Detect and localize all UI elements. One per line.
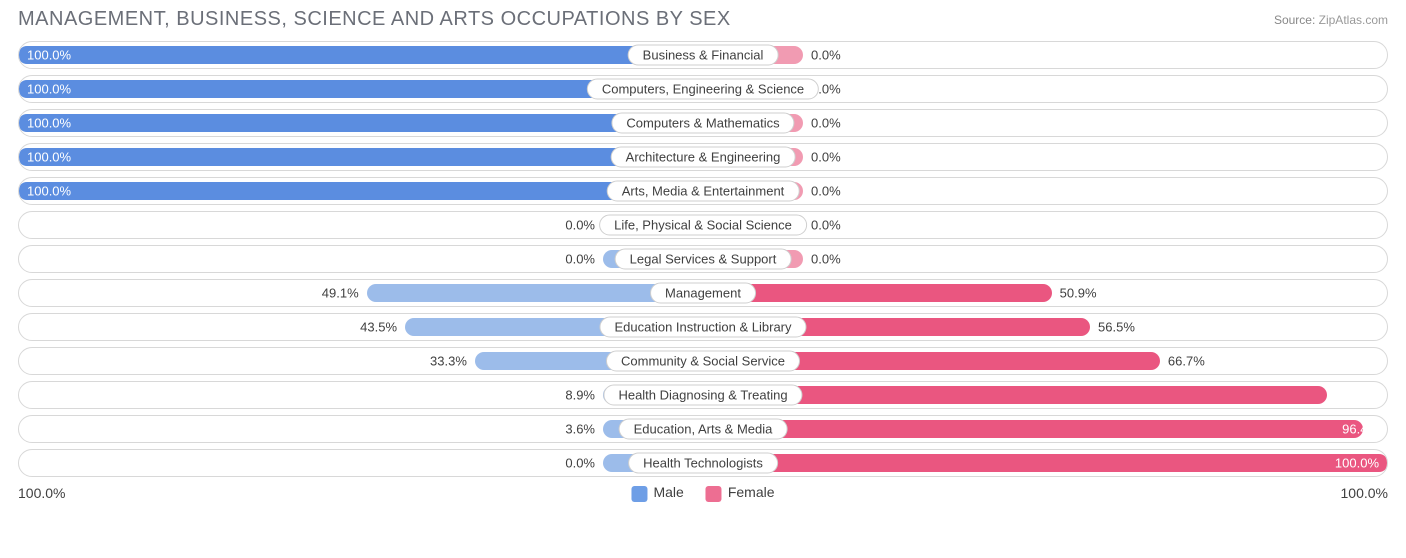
male-half: 33.3% bbox=[19, 348, 703, 374]
male-half: 0.0% bbox=[19, 246, 703, 272]
bar-row: 0.0% 0.0% Life, Physical & Social Science bbox=[18, 211, 1388, 239]
category-label: Health Technologists bbox=[628, 453, 778, 474]
chart-rows: 100.0%0.0%Business & Financial100.0%0.0%… bbox=[18, 41, 1388, 477]
male-swatch-icon bbox=[631, 486, 647, 502]
female-pct-label: 50.9% bbox=[1060, 286, 1097, 301]
male-pct-label: 100.0% bbox=[27, 150, 71, 165]
bar-row: 100.0%0.0%Computers, Engineering & Scien… bbox=[18, 75, 1388, 103]
category-label: Management bbox=[650, 283, 756, 304]
male-pct-label: 0.0% bbox=[565, 218, 595, 233]
male-half: 100.0% bbox=[19, 110, 703, 136]
male-pct-label: 100.0% bbox=[27, 184, 71, 199]
category-label: Computers & Mathematics bbox=[611, 113, 794, 134]
female-pct-label: 100.0% bbox=[1335, 456, 1379, 471]
category-label: Education Instruction & Library bbox=[599, 317, 806, 338]
bar-row: 100.0% 0.0% Architecture & Engineering bbox=[18, 143, 1388, 171]
chart-footer: 100.0% Male Female 100.0% bbox=[18, 485, 1388, 501]
female-half: 0.0% bbox=[703, 42, 1387, 68]
chart-source: Source: ZipAtlas.com bbox=[1274, 13, 1388, 27]
female-half: 0.0% bbox=[703, 144, 1387, 170]
category-label: Education, Arts & Media bbox=[619, 419, 788, 440]
male-bar bbox=[18, 114, 703, 132]
axis-left-end: 100.0% bbox=[18, 485, 65, 501]
male-half: 100.0% bbox=[19, 178, 703, 204]
female-half: 66.7% bbox=[703, 348, 1387, 374]
female-pct-label: 0.0% bbox=[811, 150, 841, 165]
bar-row: 49.1% 50.9% Management bbox=[18, 279, 1388, 307]
bar-row: 0.0% 100.0% Health Technologists bbox=[18, 449, 1388, 477]
male-pct-label: 0.0% bbox=[565, 456, 595, 471]
chart-header: MANAGEMENT, BUSINESS, SCIENCE AND ARTS O… bbox=[18, 8, 1388, 31]
chart-legend: Male Female bbox=[631, 484, 774, 501]
category-label: Health Diagnosing & Treating bbox=[603, 385, 802, 406]
male-pct-label: 100.0% bbox=[27, 82, 71, 97]
female-bar bbox=[703, 454, 1388, 472]
female-pct-label: 0.0% bbox=[811, 184, 841, 199]
male-pct-label: 8.9% bbox=[565, 388, 595, 403]
legend-female-label: Female bbox=[728, 484, 775, 500]
female-half: 50.9% bbox=[703, 280, 1387, 306]
male-pct-label: 3.6% bbox=[565, 422, 595, 437]
male-half: 8.9% bbox=[19, 382, 703, 408]
male-half: 100.0% bbox=[19, 144, 703, 170]
source-value: ZipAtlas.com bbox=[1319, 13, 1388, 27]
source-label: Source: bbox=[1274, 13, 1315, 27]
bar-row: 100.0% 0.0% Arts, Media & Entertainment bbox=[18, 177, 1388, 205]
category-label: Arts, Media & Entertainment bbox=[607, 181, 800, 202]
female-pct-label: 66.7% bbox=[1168, 354, 1205, 369]
category-label: Architecture & Engineering bbox=[611, 147, 796, 168]
female-swatch-icon bbox=[706, 486, 722, 502]
female-half: 91.1% bbox=[703, 382, 1387, 408]
male-pct-label: 0.0% bbox=[565, 252, 595, 267]
male-pct-label: 100.0% bbox=[27, 116, 71, 131]
male-bar bbox=[18, 148, 703, 166]
bar-row: 100.0% 0.0% Computers & Mathematics bbox=[18, 109, 1388, 137]
occupations-by-sex-chart: MANAGEMENT, BUSINESS, SCIENCE AND ARTS O… bbox=[0, 0, 1406, 558]
bar-row: 43.5% 56.5% Education Instruction & Librar… bbox=[18, 313, 1388, 341]
category-label: Life, Physical & Social Science bbox=[599, 215, 807, 236]
male-bar bbox=[18, 182, 703, 200]
female-pct-label: 56.5% bbox=[1098, 320, 1135, 335]
bar-row: 3.6% 96.4% Education, Arts & Media bbox=[18, 415, 1388, 443]
bar-row: 100.0% 0.0% Business & Financial bbox=[18, 41, 1388, 69]
male-pct-label: 43.5% bbox=[360, 320, 397, 335]
female-pct-label: 0.0% bbox=[811, 252, 841, 267]
legend-female: Female bbox=[706, 484, 775, 501]
male-half: 0.0% bbox=[19, 450, 703, 476]
bar-row: 8.9% 91.1% Health Diagnosing & Treating bbox=[18, 381, 1388, 409]
category-label: Legal Services & Support bbox=[615, 249, 792, 270]
chart-title: MANAGEMENT, BUSINESS, SCIENCE AND ARTS O… bbox=[18, 8, 731, 31]
female-half: 0.0% bbox=[703, 110, 1387, 136]
bar-row: 33.3% 66.7% Community & Social Service bbox=[18, 347, 1388, 375]
male-pct-label: 49.1% bbox=[322, 286, 359, 301]
male-half: 100.0% bbox=[19, 42, 703, 68]
male-pct-label: 100.0% bbox=[27, 48, 71, 63]
female-half: 96.4% bbox=[703, 416, 1387, 442]
male-half: 49.1% bbox=[19, 280, 703, 306]
female-pct-label: 91.1% bbox=[1342, 388, 1379, 403]
female-half: 0.0% bbox=[703, 178, 1387, 204]
male-half: 3.6% bbox=[19, 416, 703, 442]
female-half: 100.0% bbox=[703, 450, 1387, 476]
category-label: Business & Financial bbox=[628, 45, 779, 66]
legend-male-label: Male bbox=[653, 484, 683, 500]
male-pct-label: 33.3% bbox=[430, 354, 467, 369]
female-pct-label: 0.0% bbox=[811, 116, 841, 131]
female-pct-label: 96.4% bbox=[1342, 422, 1379, 437]
axis-right-end: 100.0% bbox=[1341, 485, 1388, 501]
category-label: Computers, Engineering & Science bbox=[587, 79, 819, 100]
male-bar bbox=[18, 46, 703, 64]
legend-male: Male bbox=[631, 484, 683, 501]
female-half: 0.0% bbox=[703, 246, 1387, 272]
female-pct-label: 0.0% bbox=[811, 218, 841, 233]
category-label: Community & Social Service bbox=[606, 351, 800, 372]
female-bar bbox=[703, 420, 1363, 438]
bar-row: 0.0% 0.0% Legal Services & Support bbox=[18, 245, 1388, 273]
female-pct-label: 0.0% bbox=[811, 48, 841, 63]
